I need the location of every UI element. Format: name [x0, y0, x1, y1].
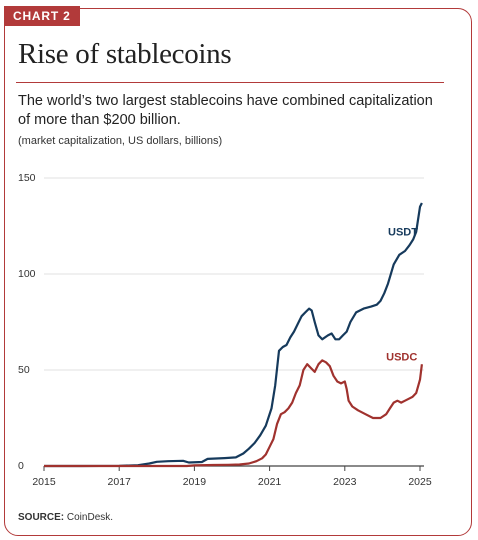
series-line-usdt — [44, 202, 423, 468]
chart-subtitle: The world’s two largest stablecoins have… — [18, 93, 433, 128]
series-label-usdc: USDC — [386, 351, 417, 363]
source-text: CoinDesk. — [64, 512, 114, 523]
y-tick-label: 150 — [18, 172, 36, 184]
x-tick-label: 2015 — [32, 476, 56, 488]
chart-frame — [4, 8, 472, 536]
source-note: SOURCE: CoinDesk. — [18, 512, 113, 523]
chart-title: Rise of stablecoins — [18, 38, 232, 70]
x-tick-label: 2023 — [333, 476, 357, 488]
x-tick-label: 2025 — [408, 476, 432, 488]
units-note: (market capitalization, US dollars, bill… — [18, 135, 223, 147]
y-tick-label: 0 — [18, 460, 24, 472]
series-line-usdc — [44, 359, 423, 468]
y-tick-label: 50 — [18, 364, 30, 376]
y-tick-label: 100 — [18, 268, 36, 280]
chart-tag: CHART 2 — [4, 6, 80, 26]
title-rule — [16, 82, 444, 83]
x-tick-label: 2017 — [108, 476, 132, 488]
x-tick-label: 2019 — [183, 476, 207, 488]
x-tick-label: 2021 — [258, 476, 282, 488]
source-label: SOURCE: — [18, 512, 65, 523]
series-label-usdt: USDT — [388, 227, 418, 239]
